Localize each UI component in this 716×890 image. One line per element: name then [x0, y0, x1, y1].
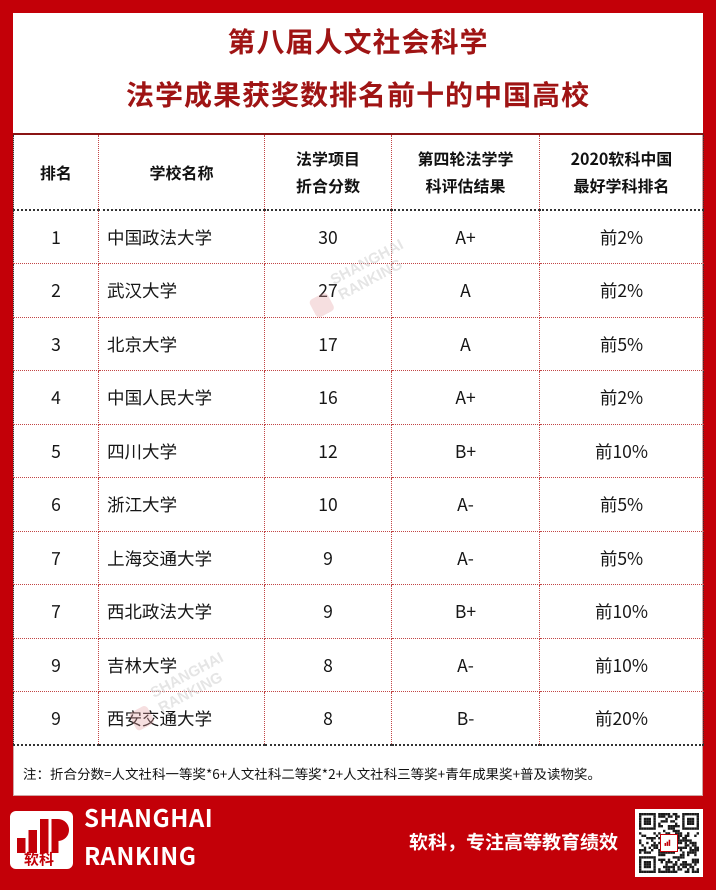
- svg-text:软科: 软科: [24, 849, 54, 870]
